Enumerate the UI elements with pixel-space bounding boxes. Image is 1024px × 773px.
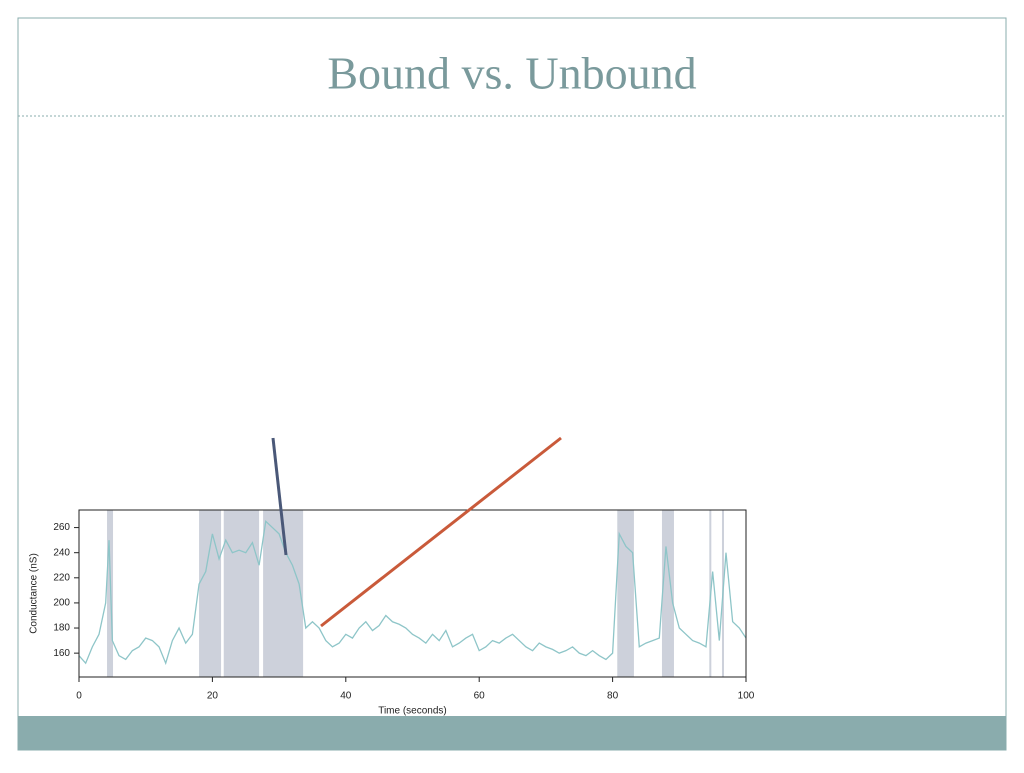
slide-frame xyxy=(17,17,1007,751)
footer-band xyxy=(18,716,1006,750)
slide-title: Bound vs. Unbound xyxy=(327,48,696,99)
y-tick-label: 160 xyxy=(53,648,70,659)
plot: 0 20 40 60 80 100 160 180 200 220 240 260 Time (seco… xyxy=(29,509,755,717)
x-tick-label: 80 xyxy=(607,691,619,702)
y-tick-label: 220 xyxy=(53,572,70,583)
x-tick-label: 0 xyxy=(76,691,82,702)
bound-region xyxy=(107,510,114,677)
y-axis-label: Conductance (nS) xyxy=(29,553,40,634)
pointer-line xyxy=(320,436,562,628)
x-axis-label: Time (seconds) xyxy=(378,706,447,717)
bound-region xyxy=(199,510,222,677)
bound-region xyxy=(617,510,634,677)
plot-frame xyxy=(78,509,747,678)
trace xyxy=(78,519,747,666)
x-tick-label: 40 xyxy=(340,691,352,702)
y-tick-label: 240 xyxy=(53,547,70,558)
y-tick-label: 200 xyxy=(53,598,70,609)
y-tick-label: 260 xyxy=(53,522,70,533)
x-tick-label: 20 xyxy=(207,691,219,702)
pointer-line xyxy=(271,437,288,556)
x-tick-label: 100 xyxy=(738,691,755,702)
x-tick-label: 60 xyxy=(474,691,486,702)
bound-region xyxy=(223,510,260,677)
y-tick-label: 180 xyxy=(53,623,70,634)
